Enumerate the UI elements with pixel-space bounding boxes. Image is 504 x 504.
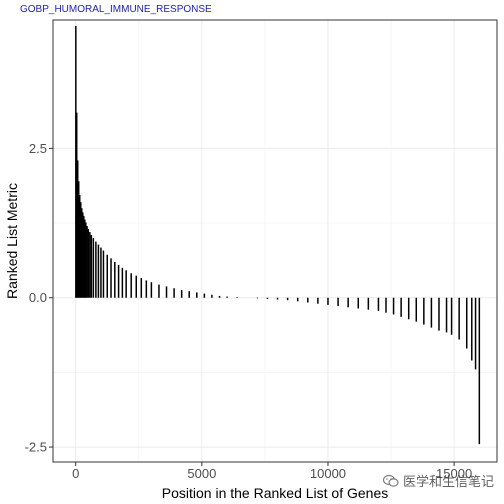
x-tick-label: 0: [72, 466, 79, 481]
x-tick-label: 5000: [187, 466, 216, 481]
watermark: 医学和生信笔记: [382, 471, 494, 490]
chart-title: GOBP_HUMORAL_IMMUNE_RESPONSE: [20, 4, 212, 15]
axis-ticks: 0 5000 10000 15000 -2.5 0.0 2.5: [25, 141, 473, 481]
watermark-text: 医学和生信笔记: [402, 475, 494, 490]
x-tick-label: 10000: [310, 466, 346, 481]
x-tick-label: 15000: [436, 466, 472, 481]
y-axis-label: Ranked List Metric: [4, 183, 20, 299]
grid-minor: [53, 20, 497, 462]
wechat-icon: [382, 474, 399, 487]
bars: [75, 25, 481, 445]
x-axis-label: Position in the Ranked List of Genes: [162, 485, 388, 501]
panel-border: [52, 19, 498, 463]
y-tick-label: 0.0: [29, 290, 47, 305]
grid-major: [53, 20, 497, 462]
y-tick-label: 2.5: [29, 141, 47, 156]
y-tick-label: -2.5: [25, 440, 47, 455]
